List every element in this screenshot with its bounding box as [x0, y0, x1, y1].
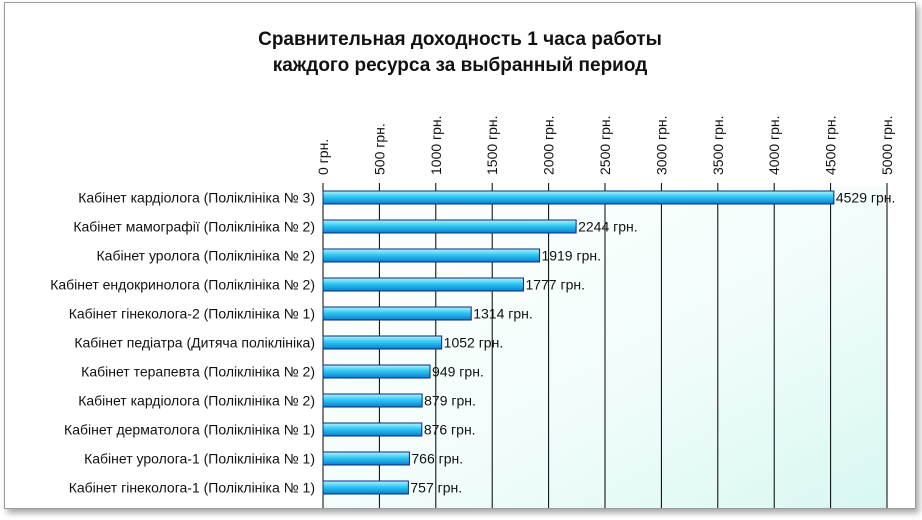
- value-label: 1777 грн.: [525, 277, 585, 293]
- x-tick-label: 4000 грн.: [766, 115, 782, 175]
- value-label: 949 грн.: [432, 364, 484, 380]
- x-tick-label: 5000 грн.: [879, 115, 895, 175]
- bar: [322, 335, 443, 350]
- x-tick-label: 0 грн.: [315, 139, 331, 175]
- category-label: Кабінет кардіолога (Поліклініка № 3): [78, 190, 315, 206]
- bar: [322, 364, 431, 379]
- x-tick-label: 4500 грн.: [823, 115, 839, 175]
- value-label: 4529 грн.: [836, 190, 896, 206]
- value-label: 876 грн.: [424, 422, 476, 438]
- value-label: 1314 грн.: [473, 306, 533, 322]
- x-tick-label: 3500 грн.: [710, 115, 726, 175]
- bar: [322, 219, 577, 234]
- category-label: Кабінет кардіолога (Поліклініка № 2): [78, 393, 315, 409]
- bar: [322, 451, 410, 466]
- value-label: 766 грн.: [411, 451, 463, 467]
- x-tick-label: 1000 грн.: [428, 115, 444, 175]
- x-tick-label: 1500 грн.: [484, 115, 500, 175]
- chart-window: Сравнительная доходность 1 часа работы к…: [4, 2, 916, 509]
- x-tick-label: 2500 грн.: [597, 115, 613, 175]
- category-label: Кабінет мамографії (Поліклініка № 2): [73, 219, 315, 235]
- chart-title: Сравнительная доходность 1 часа работы к…: [5, 27, 915, 79]
- value-label: 1919 грн.: [541, 248, 601, 264]
- category-label: Кабінет уролога (Поліклініка № 2): [97, 248, 315, 264]
- category-label: Кабінет дерматолога (Поліклініка № 1): [64, 422, 315, 438]
- x-tick-label: 2000 грн.: [541, 115, 557, 175]
- bar: [322, 422, 423, 437]
- x-tick-label: 500 грн.: [371, 123, 387, 175]
- category-label: Кабінет гінеколога-1 (Поліклініка № 1): [69, 480, 315, 496]
- category-label: Кабінет педіатра (Дитяча поліклініка): [74, 335, 315, 351]
- bar: [322, 277, 524, 292]
- category-label: Кабінет уролога-1 (Поліклініка № 1): [84, 451, 315, 467]
- bar: [322, 393, 423, 408]
- bar: [322, 306, 472, 321]
- category-label: Кабінет терапевта (Поліклініка № 2): [81, 364, 315, 380]
- bar: [322, 248, 540, 263]
- chart-title-line-1: Сравнительная доходность 1 часа работы: [258, 29, 662, 50]
- value-label: 1052 грн.: [444, 335, 504, 351]
- bar: [322, 480, 409, 495]
- chart-title-line-2: каждого ресурса за выбранный период: [272, 55, 648, 76]
- bar-chart: 0 грн. 500 грн. 1000 грн. 1500 грн. 2000 грн…: [50, 115, 896, 508]
- x-tick-label: 3000 грн.: [653, 115, 669, 175]
- value-label: 2244 грн.: [578, 219, 638, 235]
- bar: [322, 190, 835, 205]
- category-label: Кабінет гінеколога-2 (Поліклініка № 1): [69, 306, 315, 322]
- category-label: Кабінет ендокринолога (Поліклініка № 2): [50, 277, 315, 293]
- value-label: 757 грн.: [410, 480, 462, 496]
- value-label: 879 грн.: [424, 393, 476, 409]
